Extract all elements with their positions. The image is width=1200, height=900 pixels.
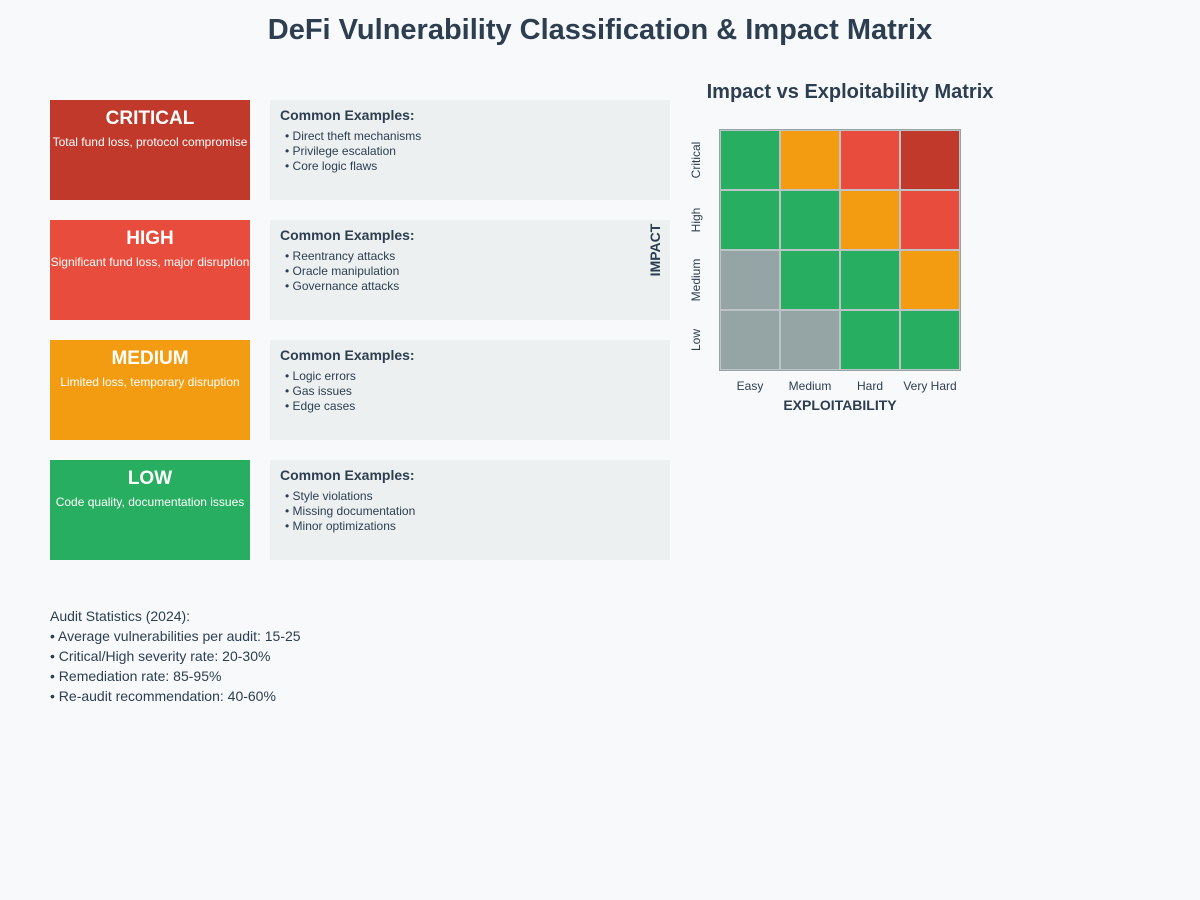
matrix-cell-critical-medium bbox=[780, 130, 840, 190]
matrix-title: Impact vs Exploitability Matrix bbox=[706, 81, 994, 103]
matrix-cell-low-hard bbox=[840, 310, 900, 370]
example-item: • Governance attacks bbox=[285, 279, 400, 293]
severity-name: HIGH bbox=[126, 228, 174, 249]
matrix-cell-medium-very-hard bbox=[900, 250, 960, 310]
stats-item: • Re-audit recommendation: 40-60% bbox=[50, 688, 276, 704]
severity-description: Code quality, documentation issues bbox=[55, 495, 245, 509]
example-item: • Edge cases bbox=[285, 399, 356, 413]
audit-statistics: Audit Statistics (2024): • Average vulne… bbox=[50, 606, 301, 706]
matrix-cell-critical-very-hard bbox=[900, 130, 960, 190]
stats-heading: Audit Statistics (2024): bbox=[50, 608, 191, 624]
examples-box-medium: Common Examples: • Logic errors • Gas is… bbox=[270, 340, 670, 440]
example-item: • Gas issues bbox=[285, 384, 352, 398]
examples-heading: Common Examples: bbox=[280, 227, 415, 243]
exploitability-axis-title: EXPLOITABILITY bbox=[783, 397, 897, 413]
example-item: • Privilege escalation bbox=[285, 144, 396, 158]
matrix-cell-high-medium bbox=[780, 190, 840, 250]
matrix-cell-critical-hard bbox=[840, 130, 900, 190]
matrix-cell-critical-easy bbox=[720, 130, 780, 190]
matrix-cell-high-very-hard bbox=[900, 190, 960, 250]
severity-description: Total fund loss, protocol compromise bbox=[52, 135, 248, 149]
stats-item: • Critical/High severity rate: 20-30% bbox=[50, 648, 271, 664]
stats-item: • Average vulnerabilities per audit: 15-… bbox=[50, 628, 301, 644]
example-item: • Core logic flaws bbox=[285, 159, 378, 173]
example-item: • Direct theft mechanisms bbox=[285, 129, 422, 143]
severity-description: Significant fund loss, major disruption bbox=[50, 255, 250, 269]
impact-label-medium: Medium bbox=[689, 258, 703, 302]
matrix-cell-medium-easy bbox=[720, 250, 780, 310]
example-item: • Reentrancy attacks bbox=[285, 249, 396, 263]
matrix-cell-low-easy bbox=[720, 310, 780, 370]
severity-name: MEDIUM bbox=[111, 348, 189, 369]
severity-description: Limited loss, temporary disruption bbox=[60, 375, 240, 389]
matrix-cell-medium-medium bbox=[780, 250, 840, 310]
example-item: • Logic errors bbox=[285, 369, 356, 383]
impact-label-low: Low bbox=[689, 328, 703, 352]
exploitability-label-very-hard: Very Hard bbox=[903, 379, 957, 393]
severity-name: CRITICAL bbox=[105, 108, 195, 129]
matrix-cell-low-very-hard bbox=[900, 310, 960, 370]
examples-box-low: Common Examples: • Style violations • Mi… bbox=[270, 460, 670, 560]
examples-heading: Common Examples: bbox=[280, 467, 415, 483]
severity-box-low: LOW Code quality, documentation issues bbox=[50, 460, 250, 560]
stats-item: • Remediation rate: 85-95% bbox=[50, 668, 222, 684]
matrix-cell-high-hard bbox=[840, 190, 900, 250]
example-item: • Oracle manipulation bbox=[285, 264, 400, 278]
severity-box-medium: MEDIUM Limited loss, temporary disruptio… bbox=[50, 340, 250, 440]
impact-exploitability-matrix bbox=[719, 129, 961, 371]
impact-label-critical: Critical bbox=[689, 141, 703, 179]
examples-heading: Common Examples: bbox=[280, 107, 415, 123]
severity-box-high: HIGH Significant fund loss, major disrup… bbox=[50, 220, 250, 320]
exploitability-label-hard: Hard bbox=[856, 379, 883, 393]
matrix-cell-high-easy bbox=[720, 190, 780, 250]
exploitability-label-medium: Medium bbox=[788, 379, 832, 393]
impact-axis-title: IMPACT bbox=[647, 223, 663, 277]
matrix-cell-medium-hard bbox=[840, 250, 900, 310]
examples-box-high: Common Examples: • Reentrancy attacks • … bbox=[270, 220, 670, 320]
example-item: • Missing documentation bbox=[285, 504, 416, 518]
impact-label-high: High bbox=[689, 207, 703, 233]
matrix-cell-low-medium bbox=[780, 310, 840, 370]
page-title: DeFi Vulnerability Classification & Impa… bbox=[267, 14, 933, 46]
severity-name: LOW bbox=[127, 468, 173, 489]
examples-box-critical: Common Examples: • Direct theft mechanis… bbox=[270, 100, 670, 200]
example-item: • Minor optimizations bbox=[285, 519, 396, 533]
severity-box-critical: CRITICAL Total fund loss, protocol compr… bbox=[50, 100, 250, 200]
examples-heading: Common Examples: bbox=[280, 347, 415, 363]
example-item: • Style violations bbox=[285, 489, 373, 503]
exploitability-label-easy: Easy bbox=[736, 379, 764, 393]
